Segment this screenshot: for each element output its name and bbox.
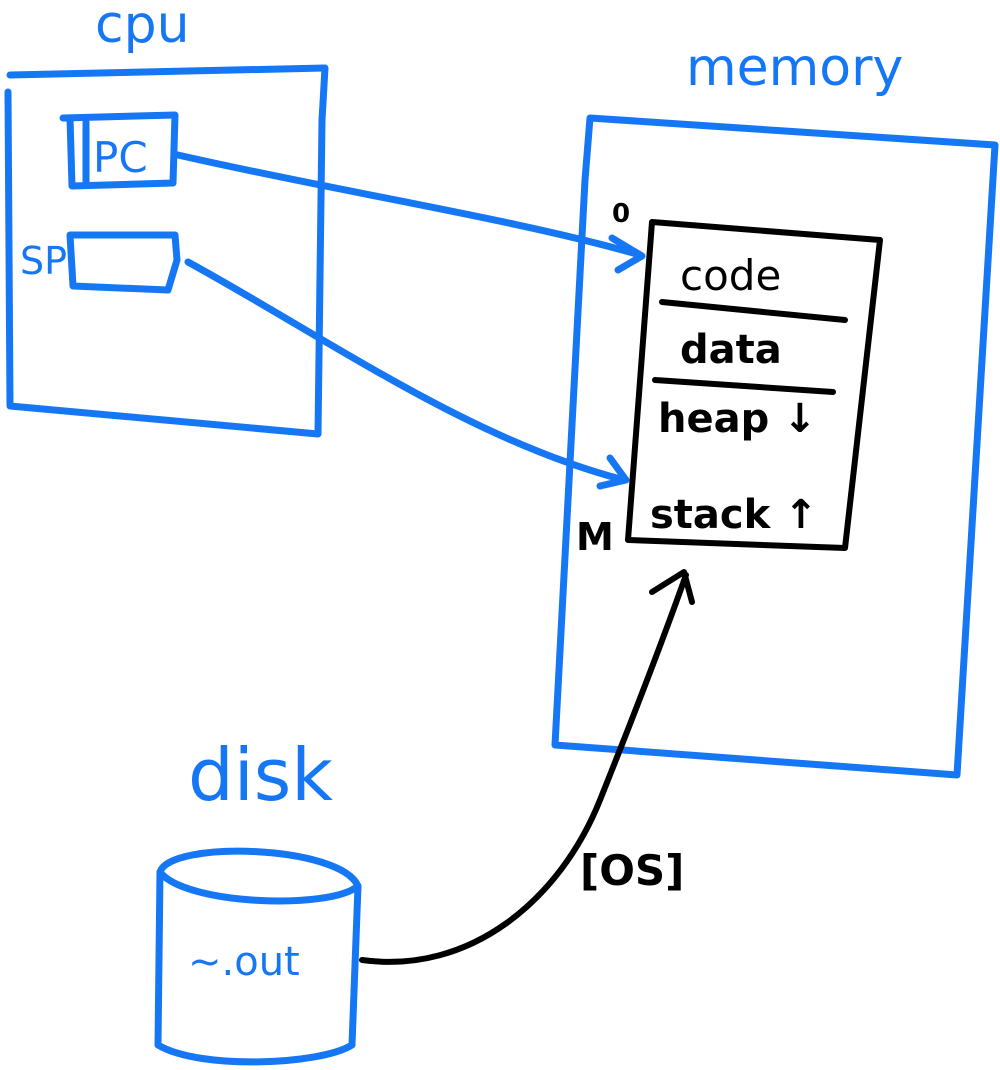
disk-group: disk ~.out — [154, 733, 362, 1066]
address-start-label: 0 — [612, 199, 630, 229]
disk-cylinder-top — [156, 847, 362, 905]
os-label: [OS] — [580, 846, 684, 895]
cpu-title: cpu — [95, 0, 190, 55]
cpu-box — [4, 64, 329, 438]
memory-group: memory 0 M code data heap ↓ stack ↑ — [551, 38, 999, 779]
segment-divider-data-heap — [652, 377, 836, 395]
segment-stack-label: stack ↑ — [650, 492, 818, 538]
pc-label: PC — [93, 133, 148, 182]
load-arrowhead — [649, 569, 695, 605]
segment-code-label: code — [680, 251, 781, 300]
sp-arrow — [184, 258, 630, 490]
memory-box — [551, 114, 999, 779]
memory-title: memory — [686, 38, 903, 98]
sp-label: SP — [20, 239, 67, 283]
sp-register-box — [66, 231, 181, 294]
pc-arrow — [174, 151, 646, 274]
disk-title: disk — [188, 733, 333, 817]
pc-arrowhead — [608, 234, 646, 274]
segment-heap-label: heap ↓ — [658, 396, 817, 442]
segment-data-label: data — [680, 327, 782, 373]
load-arrow: [OS] — [359, 569, 695, 965]
address-end-label: M — [576, 515, 614, 559]
address-space-box — [625, 219, 883, 551]
sp-arrowhead — [596, 454, 630, 490]
cpu-group: cpu PC SP — [4, 0, 329, 438]
disk-cylinder-body — [154, 868, 362, 1066]
segment-divider-code-data — [659, 299, 848, 323]
disk-file-label: ~.out — [188, 939, 300, 985]
pc-register-box — [59, 111, 179, 190]
